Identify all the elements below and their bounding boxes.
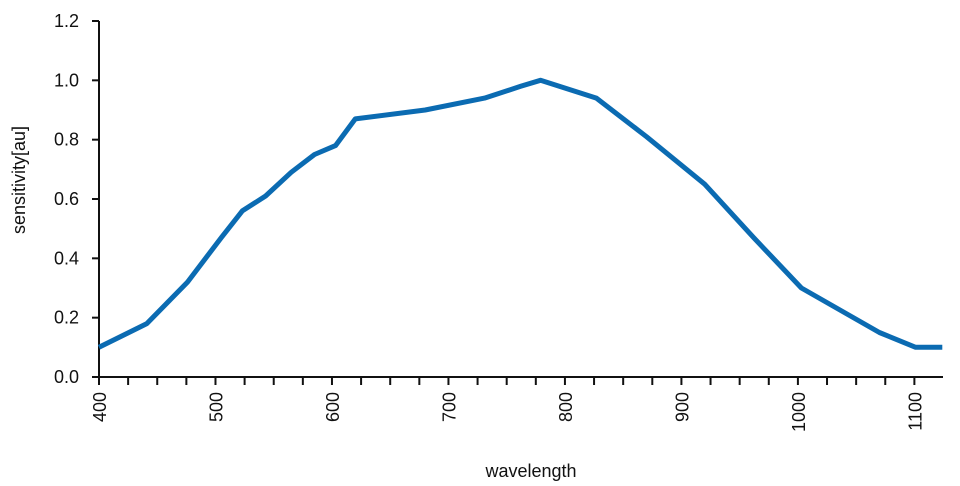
x-tick-label: 700 [439,392,459,422]
y-tick-label: 1.2 [54,11,79,31]
y-tick-label: 0.6 [54,189,79,209]
x-tick-label: 1000 [789,392,809,432]
x-tick-label: 400 [90,392,110,422]
x-axis-title: wavelength [484,461,576,481]
y-tick-label: 0.4 [54,248,79,268]
y-tick-label: 1.0 [54,70,79,90]
y-axis-title: sensitivity[au] [9,126,29,234]
y-tick-label: 0.0 [54,367,79,387]
x-tick-group: 400 500 600 700 800 900 1000 1100 [90,377,925,432]
y-tick-label: 0.2 [54,308,79,328]
plot-area [97,77,943,350]
x-tick-label: 900 [672,392,692,422]
x-tick-label: 600 [323,392,343,422]
x-tick-label: 500 [206,392,226,422]
sensitivity-series-line [97,77,943,350]
y-tick-label: 0.8 [54,130,79,150]
y-tick-group: 0.0 0.2 0.4 0.6 0.8 1.0 1.2 [54,11,99,387]
x-tick-label: 800 [556,392,576,422]
axes-group [98,21,943,378]
x-tick-label: 1100 [905,392,925,431]
